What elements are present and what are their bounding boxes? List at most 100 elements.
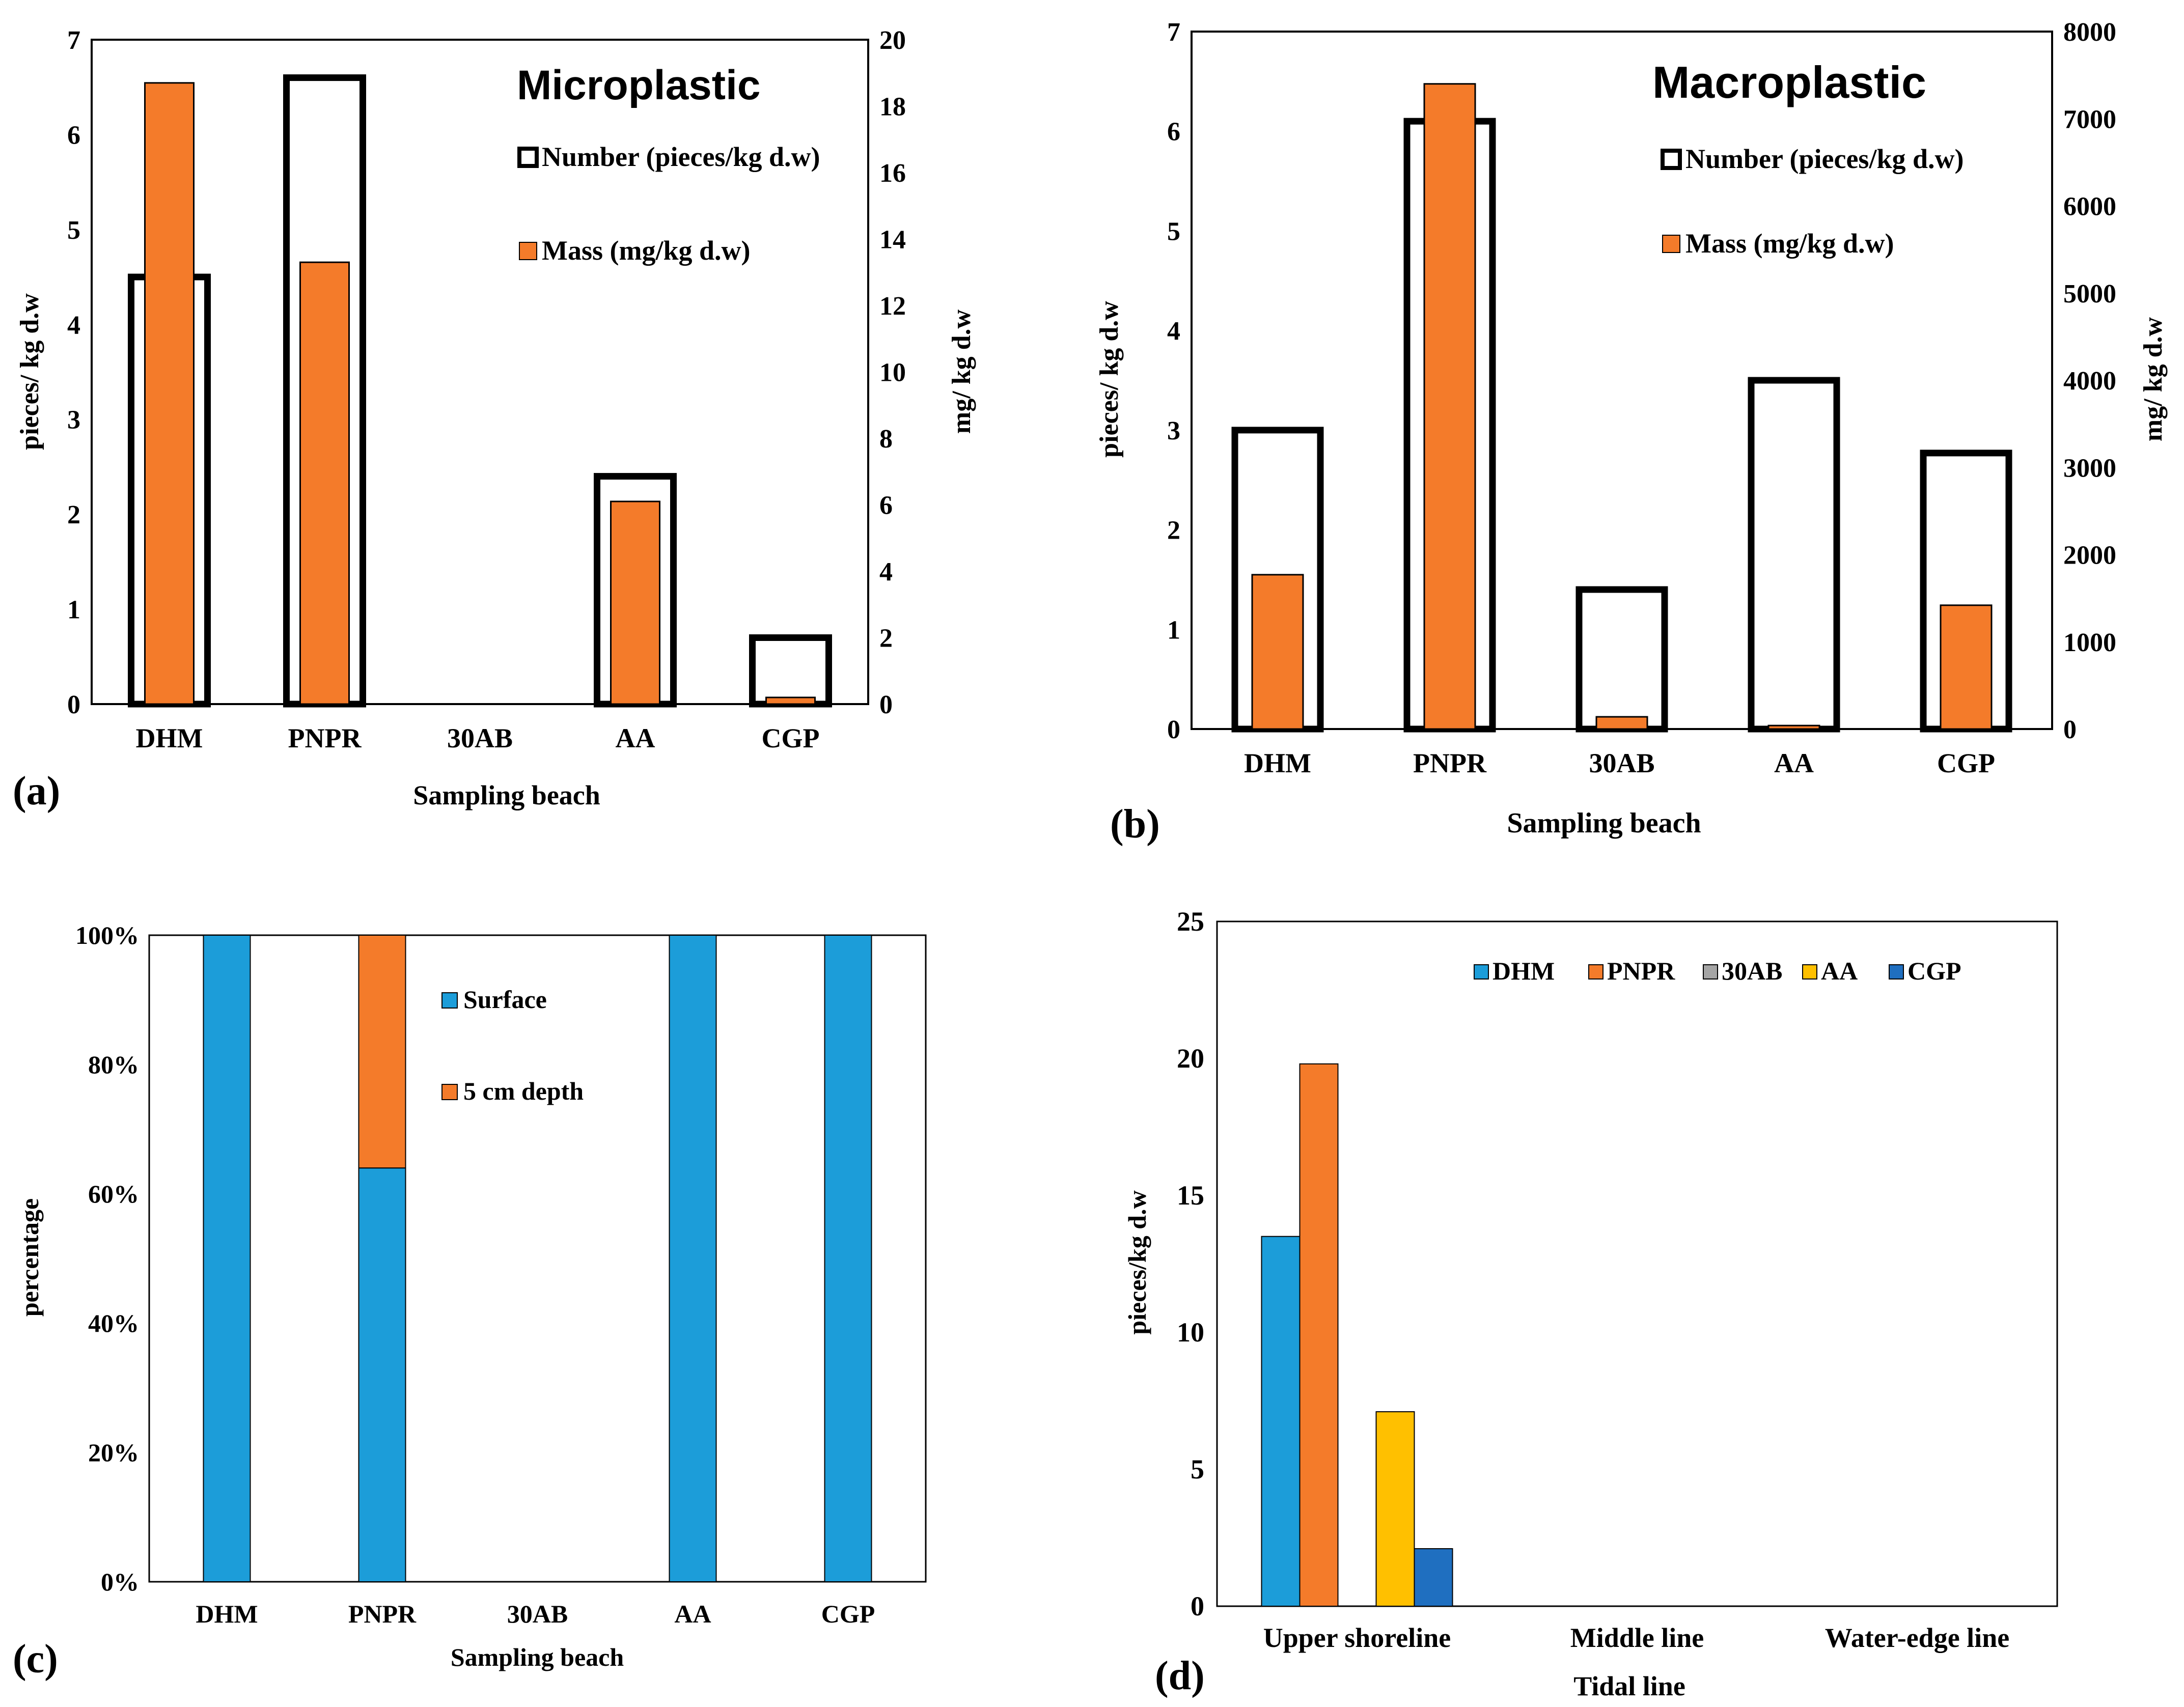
b-category-label: PNPR <box>1413 748 1487 778</box>
d-bar-cgp <box>1414 1548 1453 1607</box>
a-left-tick-label: 4 <box>67 311 80 340</box>
a-right-tick-label: 16 <box>879 159 906 188</box>
a-mass-bar <box>299 261 350 705</box>
b-right-tick-label: 7000 <box>2063 105 2116 134</box>
b-right-ticks: 0 1000 2000 3000 4000 5000 6000 7000 8000 <box>2063 18 2116 744</box>
a-mass-bar <box>610 500 660 705</box>
panel-label-a: (a) <box>13 769 60 814</box>
d-tick-label: 0 <box>1191 1591 1204 1621</box>
b-legend-mass-swatch <box>1662 235 1680 253</box>
b-left-tick-label: 2 <box>1167 516 1180 545</box>
b-left-ticks: 0 1 2 3 4 5 6 7 <box>1167 18 1180 744</box>
b-left-tick-label: 3 <box>1167 416 1180 445</box>
b-left-tick-label: 1 <box>1167 615 1180 645</box>
plot-area-c <box>148 934 927 1583</box>
a-left-tick-label: 5 <box>67 216 80 245</box>
d-category-label: Water-edge line <box>1825 1622 2009 1653</box>
a-title: Microplastic <box>517 62 760 108</box>
d-tick-label: 5 <box>1191 1454 1204 1485</box>
d-bar-aa <box>1375 1411 1415 1607</box>
panel-label-d: (d) <box>1155 1654 1205 1698</box>
a-xlabel: Sampling beach <box>413 780 600 810</box>
plot-area-d <box>1216 920 2058 1607</box>
c-legend-surface-swatch <box>441 992 458 1009</box>
d-legend-swatch <box>1802 964 1817 980</box>
a-right-tick-label: 12 <box>879 292 906 321</box>
a-right-tick-label: 14 <box>879 226 906 255</box>
b-category-label: DHM <box>1244 748 1311 778</box>
c-surface-bar <box>358 1167 406 1582</box>
b-left-tick-label: 6 <box>1167 118 1180 147</box>
d-tick-label: 20 <box>1177 1043 1204 1074</box>
b-legend-number-label: Number (pieces/kg d.w) <box>1685 144 1964 174</box>
b-mass-bar <box>1251 574 1304 730</box>
b-right-tick-label: 8000 <box>2063 18 2116 47</box>
a-legend-number-swatch <box>517 147 539 168</box>
b-category-labels: DHM PNPR 30AB AA CGP <box>1244 748 1995 778</box>
c-tick-label: 20% <box>88 1438 139 1467</box>
a-left-tick-label: 7 <box>67 26 80 55</box>
b-y2label: mg/ kg d.w <box>2139 317 2168 441</box>
b-right-tick-label: 5000 <box>2063 279 2116 309</box>
d-legend-label: AA <box>1821 957 1858 985</box>
c-ylabel: percentage <box>15 1198 44 1317</box>
c-category-label: PNPR <box>348 1600 417 1628</box>
plot-area-a <box>91 39 869 705</box>
a-left-tick-label: 0 <box>67 690 80 719</box>
d-legend-swatch <box>1703 964 1718 980</box>
d-legend-swatch <box>1889 964 1904 980</box>
a-category-label: 30AB <box>447 723 513 753</box>
d-legend-swatch <box>1588 964 1604 980</box>
a-number-bar <box>749 634 832 708</box>
b-right-tick-label: 6000 <box>2063 192 2116 221</box>
a-mass-bar <box>144 82 195 705</box>
a-right-tick-label: 6 <box>879 491 893 520</box>
a-legend-number-label: Number (pieces/kg d.w) <box>542 142 820 172</box>
a-y2label: mg/ kg d.w <box>947 309 976 434</box>
b-bars <box>1231 83 2012 733</box>
c-surface-bar <box>669 935 717 1582</box>
a-legend-mass-swatch <box>519 242 537 260</box>
d-tick-label: 15 <box>1177 1180 1204 1211</box>
b-number-bar <box>1575 586 1668 733</box>
a-right-ticks: 0 2 4 6 8 10 12 14 16 18 20 <box>879 26 906 719</box>
b-left-tick-label: 0 <box>1167 715 1180 744</box>
c-legend-depth-label: 5 cm depth <box>463 1077 584 1105</box>
b-mass-bar <box>1767 724 1820 730</box>
d-category-label: Upper shoreline <box>1263 1622 1451 1653</box>
c-bars <box>203 935 872 1582</box>
c-category-label: DHM <box>196 1600 258 1628</box>
d-legend-swatch <box>1474 964 1489 980</box>
d-legend: DHM PNPR 30AB AA CGP <box>1474 957 1961 985</box>
a-category-label: CGP <box>762 723 820 753</box>
b-mass-bar <box>1423 83 1476 730</box>
a-right-tick-label: 2 <box>879 624 893 653</box>
b-left-tick-label: 5 <box>1167 217 1180 246</box>
a-left-ticks: 0 1 2 3 4 5 6 7 <box>67 26 80 719</box>
b-right-tick-label: 4000 <box>2063 367 2116 396</box>
a-legend-mass-label: Mass (mg/kg d.w) <box>542 235 751 266</box>
c-tick-label: 100% <box>75 921 139 949</box>
d-tick-label: 25 <box>1177 906 1204 937</box>
c-category-labels: DHM PNPR 30AB AA CGP <box>196 1600 875 1628</box>
a-category-label: PNPR <box>288 723 362 753</box>
b-category-label: AA <box>1774 748 1814 778</box>
b-right-tick-label: 0 <box>2063 715 2077 744</box>
b-left-tick-label: 4 <box>1167 317 1180 346</box>
c-tick-label: 60% <box>88 1180 139 1208</box>
c-ticks: 0% 20% 40% 60% 80% 100% <box>75 921 139 1596</box>
d-legend-label: PNPR <box>1607 957 1675 985</box>
a-right-tick-label: 18 <box>879 93 906 122</box>
c-tick-label: 80% <box>88 1050 139 1079</box>
d-legend-label: DHM <box>1492 957 1555 985</box>
b-right-tick-label: 1000 <box>2063 628 2116 657</box>
c-category-label: 30AB <box>507 1600 568 1628</box>
a-left-tick-label: 2 <box>67 500 80 529</box>
c-depth-bar <box>358 935 406 1169</box>
a-category-label: AA <box>616 723 655 753</box>
a-ylabel: pieces/ kg d.w <box>15 293 44 450</box>
a-category-label: DHM <box>136 723 203 753</box>
d-category-label: Middle line <box>1570 1622 1704 1653</box>
b-mass-bar <box>1595 716 1648 730</box>
